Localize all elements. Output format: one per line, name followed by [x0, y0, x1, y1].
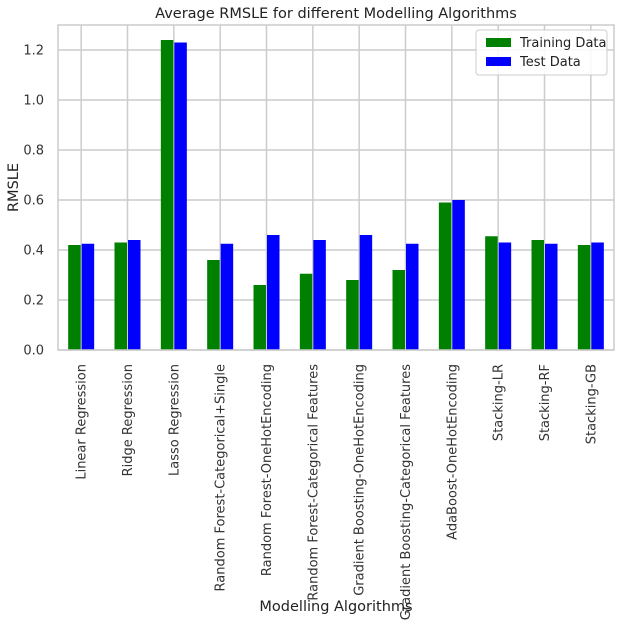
test-bar: [591, 242, 604, 350]
training-bar: [485, 236, 498, 350]
chart-title: Average RMSLE for different Modelling Al…: [155, 6, 517, 22]
y-tick-label: 0.0: [23, 344, 44, 359]
x-tick-label: Stacking-GB: [584, 364, 599, 444]
x-tick-label: Stacking-RF: [538, 364, 553, 441]
x-tick-label: Ridge Regression: [121, 364, 136, 476]
test-bar: [359, 235, 373, 350]
y-tick-label: 0.8: [23, 144, 44, 159]
test-bar: [81, 243, 95, 350]
y-tick-label: 0.4: [23, 244, 44, 259]
legend-label: Test Data: [519, 55, 581, 70]
legend-swatch: [486, 57, 511, 66]
y-axis-ticks: 0.0 0.2 0.4 0.6 0.8 1.0 1.2: [23, 44, 44, 359]
test-bar: [267, 235, 280, 350]
grid: [58, 25, 614, 351]
test-bar: [545, 243, 558, 350]
y-tick-label: 1.2: [23, 44, 44, 59]
training-bar: [253, 285, 266, 350]
test-bar: [452, 200, 465, 350]
training-bar: [531, 240, 544, 350]
x-tick-label: Random Forest-Categorical+Single: [214, 364, 229, 591]
x-tick-label: Random Forest-Categorical Features: [306, 364, 321, 601]
x-tick-label: Linear Regression: [75, 364, 90, 480]
test-bar: [406, 243, 419, 350]
x-tick-label: Gradient Boosting-OneHotEncoding: [353, 364, 368, 596]
x-tick-label: Gradient Boosting-Categorical Features: [399, 364, 414, 620]
test-bar: [174, 42, 187, 350]
plot-frame: [57, 24, 615, 351]
legend-swatch: [486, 38, 511, 47]
test-bar: [128, 240, 141, 350]
training-bar: [392, 270, 405, 350]
training-bar: [438, 202, 452, 350]
bars: [68, 40, 604, 350]
y-tick-label: 1.0: [23, 94, 44, 109]
test-bar: [220, 243, 234, 350]
training-bar: [160, 40, 174, 350]
training-bar: [68, 245, 81, 350]
y-tick-label: 0.6: [23, 194, 44, 209]
x-tick-label: AdaBoost-OneHotEncoding: [445, 364, 460, 540]
training-bar: [577, 245, 591, 350]
x-axis-ticks: Linear Regression Ridge Regression Lasso R…: [75, 364, 600, 620]
y-axis-label: RMSLE: [6, 163, 22, 212]
x-tick-label: Lasso Regression: [167, 364, 182, 476]
legend: Training Data Test Data: [475, 29, 608, 76]
training-bar: [346, 280, 359, 350]
training-bar: [207, 260, 220, 350]
x-tick-label: Stacking-LR: [492, 364, 507, 441]
training-bar: [114, 242, 127, 350]
test-bar: [498, 242, 512, 350]
y-tick-label: 0.2: [23, 294, 44, 309]
training-bar: [299, 273, 313, 350]
x-axis-label: Modelling Algorithms: [259, 599, 412, 615]
x-tick-label: Random Forest-OneHotEncoding: [260, 364, 275, 576]
test-bar: [313, 240, 326, 350]
legend-label: Training Data: [519, 36, 606, 51]
